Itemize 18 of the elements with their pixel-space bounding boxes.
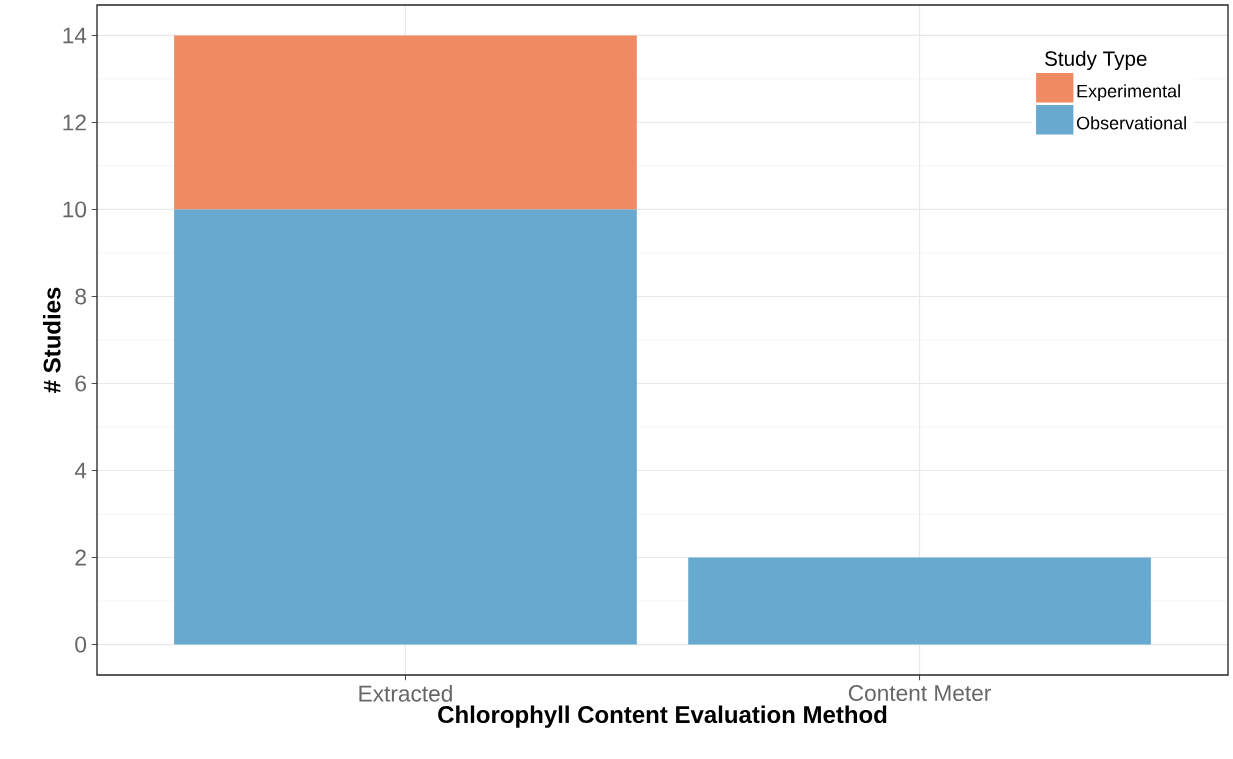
y-tick-label: 8 (75, 288, 86, 305)
x-tick-label: Content Meter (848, 685, 991, 702)
y-tick-label: 2 (75, 549, 86, 566)
y-tick-label: 6 (75, 375, 86, 392)
bar (688, 557, 1151, 645)
y-axis-title: # Studies (42, 287, 61, 393)
x-tick-label: Extracted (359, 685, 452, 702)
x-axis-title: Chlorophyll Content Evaluation Method (438, 705, 887, 728)
y-tick-label: 14 (63, 27, 87, 44)
bar (174, 35, 637, 210)
legend-label: Observational (1076, 116, 1186, 130)
y-tick-label: 10 (63, 201, 87, 218)
y-tick-label: 0 (75, 636, 87, 653)
legend-title: Study Type (1045, 50, 1147, 71)
bar (174, 209, 637, 645)
legend-label: Experimental (1077, 84, 1180, 102)
y-tick-label: 4 (74, 462, 87, 479)
y-tick-label: 12 (63, 114, 86, 131)
